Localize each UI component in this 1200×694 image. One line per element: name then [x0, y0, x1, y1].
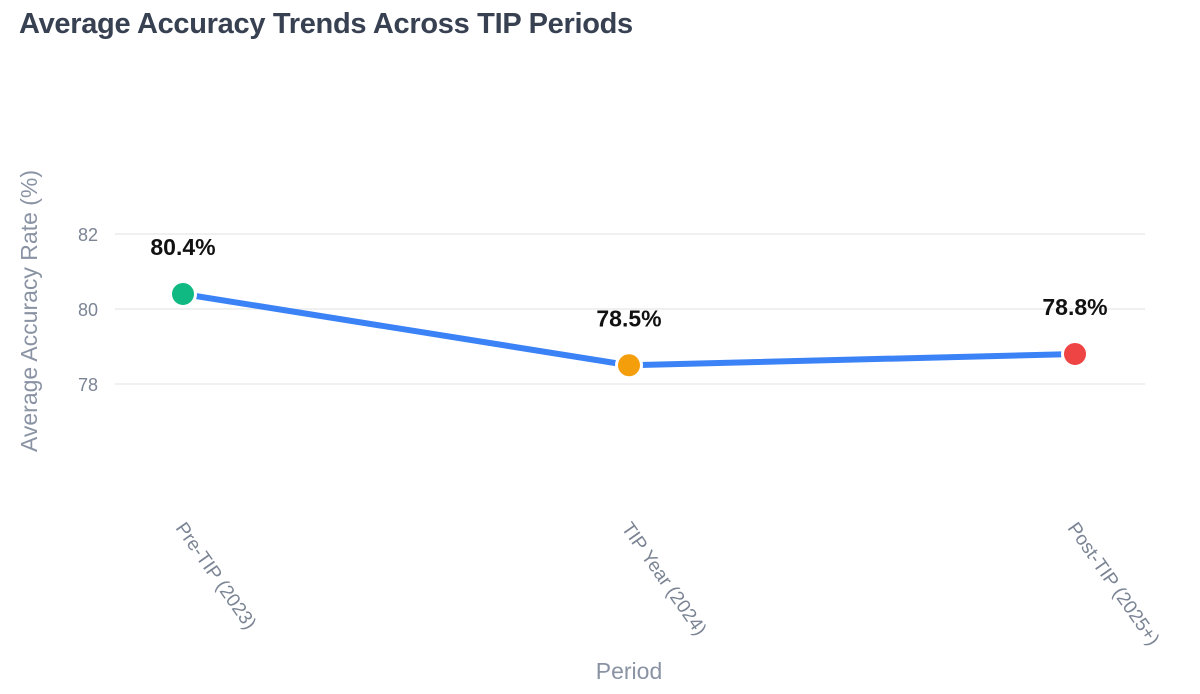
x-tick-label: Pre-TIP (2023): [171, 519, 260, 634]
x-tick-label: Post-TIP (2025+): [1063, 519, 1163, 650]
y-axis-ticks: 78 80 82: [78, 225, 98, 395]
x-axis-label: Period: [596, 658, 662, 684]
data-label: 78.5%: [596, 305, 661, 331]
x-axis-ticks: Pre-TIP (2023) TIP Year (2024) Post-TIP (2…: [171, 519, 1163, 650]
data-labels: 80.4% 78.5% 78.8%: [150, 234, 1107, 331]
x-tick-label: TIP Year (2024): [617, 519, 710, 640]
series: [169, 280, 1089, 380]
y-tick-label: 78: [78, 375, 98, 395]
data-point: [615, 351, 643, 380]
data-label: 80.4%: [150, 234, 215, 260]
chart-title: Average Accuracy Trends Across TIP Perio…: [19, 8, 633, 40]
data-label: 78.8%: [1042, 294, 1107, 320]
data-point: [1061, 340, 1089, 368]
y-axis-label: Average Accuracy Rate (%): [16, 170, 42, 452]
y-tick-label: 80: [78, 300, 98, 320]
data-point: [169, 280, 197, 308]
y-tick-label: 82: [78, 225, 98, 245]
